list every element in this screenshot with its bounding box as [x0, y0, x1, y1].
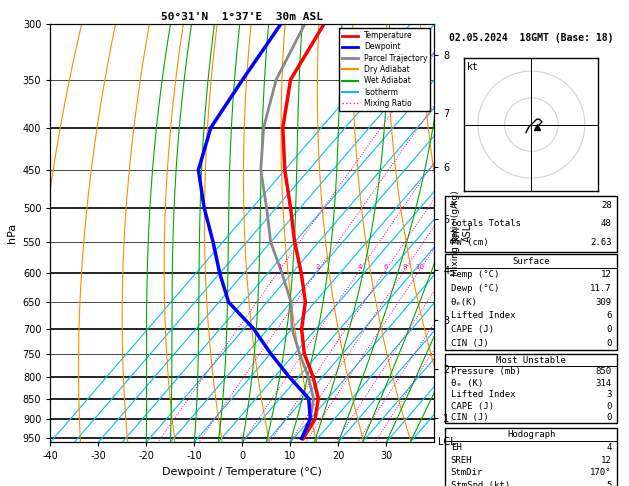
Text: CAPE (J): CAPE (J)	[451, 325, 494, 334]
Text: Totals Totals: Totals Totals	[451, 219, 521, 228]
Text: 850: 850	[596, 367, 612, 376]
Text: 170°: 170°	[590, 469, 612, 477]
Text: 0: 0	[606, 325, 612, 334]
Text: θₑ(K): θₑ(K)	[451, 298, 478, 307]
Text: 1: 1	[277, 264, 281, 270]
Text: 0: 0	[606, 413, 612, 422]
Text: 0: 0	[606, 402, 612, 411]
Text: 8: 8	[402, 264, 407, 270]
Text: 4: 4	[606, 443, 612, 451]
Text: 2.63: 2.63	[590, 238, 612, 247]
Text: SREH: SREH	[451, 455, 472, 465]
Text: 6: 6	[606, 312, 612, 320]
Text: 02.05.2024  18GMT (Base: 18): 02.05.2024 18GMT (Base: 18)	[449, 33, 613, 43]
Text: PW (cm): PW (cm)	[451, 238, 489, 247]
Text: Mixing Ratio (g/kg): Mixing Ratio (g/kg)	[451, 191, 460, 276]
Text: 28: 28	[601, 201, 612, 209]
Text: StmDir: StmDir	[451, 469, 483, 477]
Text: Surface: Surface	[513, 257, 550, 265]
Text: EH: EH	[451, 443, 462, 451]
Text: 6: 6	[383, 264, 387, 270]
Text: Hodograph: Hodograph	[507, 430, 555, 438]
Text: Pressure (mb): Pressure (mb)	[451, 367, 521, 376]
Text: Dewp (°C): Dewp (°C)	[451, 284, 499, 293]
Text: 11.7: 11.7	[590, 284, 612, 293]
Text: 48: 48	[601, 219, 612, 228]
Text: Lifted Index: Lifted Index	[451, 390, 515, 399]
Text: 12: 12	[601, 270, 612, 279]
Text: 314: 314	[596, 379, 612, 388]
Text: Temp (°C): Temp (°C)	[451, 270, 499, 279]
Y-axis label: km
ASL: km ASL	[451, 224, 472, 243]
Text: 2: 2	[316, 264, 320, 270]
Text: CIN (J): CIN (J)	[451, 413, 489, 422]
Y-axis label: hPa: hPa	[7, 223, 17, 243]
Title: 50°31'N  1°37'E  30m ASL: 50°31'N 1°37'E 30m ASL	[161, 12, 323, 22]
Text: Most Unstable: Most Unstable	[496, 356, 566, 364]
Text: Lifted Index: Lifted Index	[451, 312, 515, 320]
Legend: Temperature, Dewpoint, Parcel Trajectory, Dry Adiabat, Wet Adiabat, Isotherm, Mi: Temperature, Dewpoint, Parcel Trajectory…	[340, 28, 430, 111]
Text: 4: 4	[357, 264, 362, 270]
Text: CAPE (J): CAPE (J)	[451, 402, 494, 411]
X-axis label: Dewpoint / Temperature (°C): Dewpoint / Temperature (°C)	[162, 467, 322, 477]
Text: 12: 12	[601, 455, 612, 465]
Text: 309: 309	[596, 298, 612, 307]
Text: 5: 5	[606, 482, 612, 486]
Text: 3: 3	[606, 390, 612, 399]
Text: CIN (J): CIN (J)	[451, 339, 489, 348]
Text: θₑ (K): θₑ (K)	[451, 379, 483, 388]
Text: K: K	[451, 201, 456, 209]
Text: StmSpd (kt): StmSpd (kt)	[451, 482, 510, 486]
Text: LCL: LCL	[438, 437, 456, 447]
Text: 0: 0	[606, 339, 612, 348]
Text: 10: 10	[415, 264, 424, 270]
Text: kt: kt	[467, 62, 479, 72]
